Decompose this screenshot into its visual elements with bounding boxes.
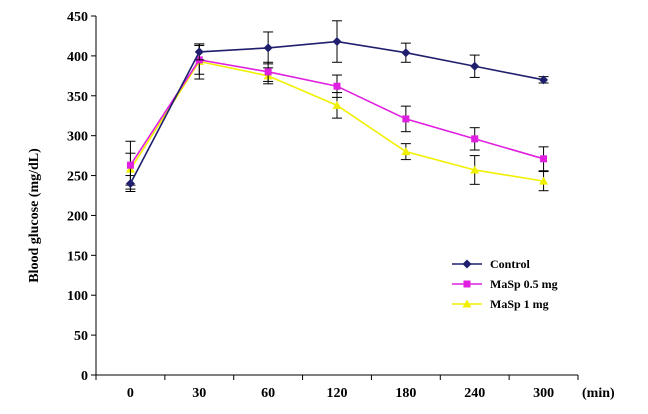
data-point bbox=[125, 179, 135, 189]
data-point bbox=[470, 165, 480, 174]
series-masp-1-mg bbox=[125, 43, 549, 192]
legend-label: Control bbox=[490, 257, 530, 271]
y-tick-label: 100 bbox=[67, 289, 88, 304]
axes bbox=[91, 15, 579, 380]
x-tick-labels: 0 30 60 120 180 240 300 bbox=[127, 386, 554, 401]
legend-item: Control bbox=[452, 257, 530, 271]
series-control bbox=[125, 20, 549, 193]
y-tick-labels: 0 50 100 150 200 250 300 350 400 450 bbox=[67, 10, 88, 384]
data-point bbox=[402, 115, 410, 123]
data-point bbox=[540, 155, 548, 163]
x-tick-label: 30 bbox=[192, 386, 206, 401]
x-tick-label: 180 bbox=[395, 386, 416, 401]
data-point bbox=[470, 61, 480, 71]
x-tick-label: 120 bbox=[327, 386, 348, 401]
y-axis-title: Blood glucose (mg/dL) bbox=[27, 148, 42, 283]
data-point bbox=[332, 37, 342, 47]
data-point bbox=[126, 161, 134, 169]
legend-item: MaSp 1 mg bbox=[452, 297, 549, 311]
legend-marker bbox=[463, 280, 471, 288]
data-point bbox=[401, 48, 411, 58]
y-tick-label: 0 bbox=[81, 369, 88, 384]
legend-marker bbox=[462, 259, 472, 269]
legend-marker bbox=[462, 299, 472, 308]
x-tick-label: 300 bbox=[533, 386, 554, 401]
x-tick-label: 0 bbox=[127, 386, 134, 401]
data-point bbox=[194, 47, 204, 57]
data-point bbox=[471, 135, 479, 143]
data-point bbox=[401, 147, 411, 156]
data-point bbox=[539, 176, 549, 185]
data-point bbox=[264, 68, 272, 76]
x-axis-unit: (min) bbox=[582, 386, 615, 401]
data-point bbox=[263, 43, 273, 53]
y-tick-label: 400 bbox=[67, 50, 88, 65]
data-point bbox=[539, 75, 549, 85]
y-tick-label: 450 bbox=[67, 10, 88, 25]
legend-item: MaSp 0.5 mg bbox=[452, 277, 558, 291]
x-tick-label: 60 bbox=[261, 386, 275, 401]
y-tick-label: 50 bbox=[74, 329, 88, 344]
y-tick-label: 350 bbox=[67, 90, 88, 105]
x-tick-label: 240 bbox=[464, 386, 485, 401]
y-tick-label: 150 bbox=[67, 249, 88, 264]
legend-label: MaSp 0.5 mg bbox=[490, 277, 558, 291]
y-tick-label: 200 bbox=[67, 209, 88, 224]
y-tick-label: 300 bbox=[67, 130, 88, 145]
data-point bbox=[333, 82, 341, 90]
series-layer bbox=[125, 20, 549, 193]
legend-label: MaSp 1 mg bbox=[490, 297, 549, 311]
y-tick-label: 250 bbox=[67, 170, 88, 185]
legend: Control MaSp 0.5 mg MaSp 1 mg bbox=[452, 257, 558, 311]
data-point bbox=[332, 100, 342, 109]
